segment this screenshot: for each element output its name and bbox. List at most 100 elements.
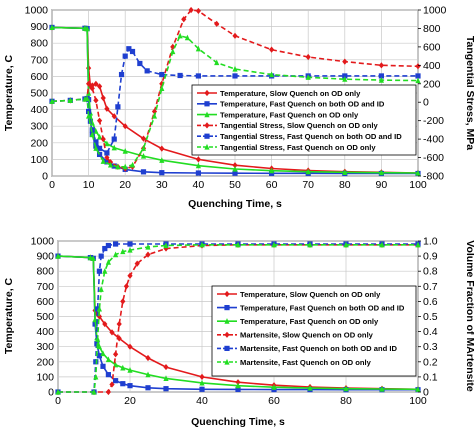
data-point [199, 241, 205, 248]
data-point [122, 163, 128, 170]
series-6 [55, 241, 421, 395]
y2-tick-label: 0.3 [423, 341, 438, 353]
data-point [199, 386, 205, 392]
data-point [93, 145, 99, 151]
data-point [89, 127, 95, 133]
data-point [93, 139, 99, 145]
data-point [195, 156, 201, 163]
legend-label: Temperature, Slow Quench on OD only [220, 89, 361, 98]
y2-tick-label: 800 [423, 23, 441, 35]
legend-marker [224, 345, 230, 351]
data-point [55, 388, 61, 395]
data-point [235, 379, 241, 386]
data-point [96, 83, 103, 90]
data-point [95, 336, 101, 342]
data-point [343, 241, 349, 248]
data-point [271, 241, 277, 248]
legend-2: Temperature, Slow Quench on OD only Tempe… [211, 285, 417, 377]
x-tick-labels-2: 0 20 40 60 80 100 [55, 395, 427, 407]
data-point [305, 74, 311, 80]
data-point [109, 329, 115, 336]
data-point [127, 367, 133, 373]
data-point [232, 65, 238, 72]
y2-tick-label: 0.1 [423, 371, 438, 383]
data-point [159, 170, 165, 176]
data-point [129, 161, 136, 168]
data-point [195, 73, 201, 79]
series-6 [49, 32, 421, 170]
data-point [118, 71, 125, 78]
y-tick-label: 800 [30, 38, 48, 50]
data-point [140, 135, 147, 142]
x-tick-label: 60 [266, 179, 278, 191]
data-point [378, 73, 384, 79]
y2-tick-label: -600 [423, 152, 444, 164]
data-point [342, 169, 348, 175]
data-point [122, 123, 128, 130]
data-point [145, 385, 151, 391]
x-tick-label: 40 [196, 395, 208, 407]
y-tick-label: 500 [36, 311, 54, 323]
y-tick-label: 400 [30, 104, 48, 116]
data-point [151, 112, 158, 119]
x-tick-labels-1: 0 10 20 30 40 50 60 70 80 90 100 [49, 179, 427, 191]
data-point [120, 364, 126, 371]
series-line [57, 255, 419, 391]
y-tick-label: 300 [36, 341, 54, 353]
series-group-2 [55, 241, 421, 396]
x-tick-label: 90 [376, 179, 388, 191]
data-point [104, 154, 110, 161]
legend-label: Tangential Stress, Fast Quench on both O… [220, 132, 402, 141]
data-point [195, 7, 201, 15]
data-point [232, 32, 238, 39]
data-point [104, 150, 110, 156]
data-point [115, 104, 121, 110]
data-point [100, 158, 106, 164]
data-point [123, 283, 129, 290]
legend-label: Martensite, Slow Quench on OD only [240, 331, 374, 340]
data-point [89, 119, 95, 126]
data-point [96, 145, 103, 151]
data-point [415, 386, 421, 392]
y-tick-label: 500 [30, 88, 48, 100]
y2-tick-label: 1000 [423, 5, 447, 17]
data-point [378, 62, 384, 69]
x-tick-label: 20 [124, 395, 136, 407]
legend-box-1 [191, 84, 417, 156]
series-group-1 [49, 6, 421, 177]
y2-tick-label: -800 [423, 171, 444, 183]
data-point [163, 242, 169, 249]
data-point [305, 168, 311, 175]
data-point [235, 382, 241, 389]
y-tick-label: 1000 [25, 5, 49, 17]
y2-tick-label: 0.6 [423, 296, 438, 308]
data-point [269, 167, 275, 174]
data-point [127, 246, 133, 253]
data-point [214, 59, 220, 66]
data-point [145, 354, 151, 362]
data-point [111, 136, 117, 142]
data-point [127, 383, 133, 389]
data-point [109, 381, 115, 388]
data-point [55, 253, 61, 259]
legend-marker [204, 133, 210, 139]
data-point [379, 385, 385, 392]
data-point [140, 145, 147, 151]
y-tick-label: 100 [36, 371, 54, 383]
data-point [378, 76, 384, 83]
data-point [305, 53, 311, 61]
data-point [98, 253, 104, 259]
data-point [195, 162, 201, 169]
data-point [235, 386, 241, 393]
legend-label: Tangential Stress, Fast Quench on OD onl… [220, 143, 376, 152]
data-point [84, 25, 90, 32]
data-point [104, 159, 110, 165]
data-point [105, 356, 111, 363]
data-point [163, 363, 169, 371]
data-point [126, 46, 132, 52]
legend-marker [204, 122, 210, 129]
data-point [95, 306, 101, 312]
data-point [129, 48, 136, 55]
data-point [49, 98, 55, 104]
data-point [137, 60, 143, 67]
